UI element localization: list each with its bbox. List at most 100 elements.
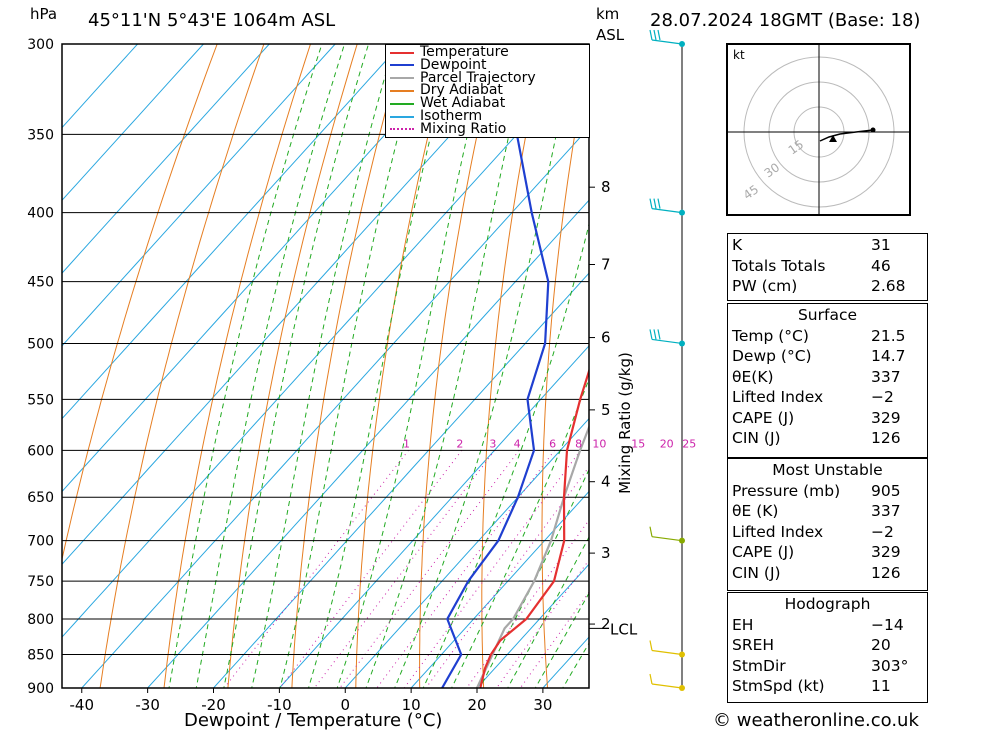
index-label: θE (K) [732, 502, 779, 520]
mixing-ratio-label: 20 [660, 437, 674, 450]
indices-general-table: K 31 Totals Totals 46 PW (cm) 2.68 [728, 235, 927, 297]
hodograph-ring-label: 30 [762, 160, 783, 180]
isotherm-line [62, 44, 402, 420]
pressure-unit-label: hPa [30, 5, 58, 23]
isotherm-line [62, 44, 138, 129]
pressure-tick-label: 400 [27, 206, 54, 222]
datetime-title: 28.07.2024 18GMT (Base: 18) [650, 10, 921, 31]
pressure-tick-label: 350 [27, 127, 54, 143]
indices-hodograph-table: Hodograph EH −14 SREH 20 StmDir 303° StmSpd (kt… [728, 594, 927, 697]
copyright-text: © weatheronline.co.uk [713, 710, 919, 731]
hodograph-trace [819, 129, 874, 142]
pressure-tick-label: 800 [27, 612, 54, 628]
pressure-tick-label: 500 [27, 336, 54, 352]
index-label: K [732, 236, 743, 254]
dry-adiabat-line [481, 44, 545, 688]
pressure-tick-label: 600 [27, 443, 54, 459]
index-row: EH −14 [728, 615, 927, 636]
mixing-ratio-label: 15 [631, 437, 645, 450]
indices-general-box: K 31 Totals Totals 46 PW (cm) 2.68 [727, 233, 928, 301]
wet-adiabat-line [394, 44, 576, 688]
wet-adiabat-line [422, 222, 589, 688]
indices-most-unstable-table: Most Unstable Pressure (mb) 905 θE (K) 337 Li… [728, 460, 927, 583]
km-label: km [596, 5, 620, 23]
mixing-ratio-line [223, 449, 409, 688]
pressure-tick-label: 550 [27, 392, 54, 408]
index-row: CAPE (J) 329 [728, 408, 927, 429]
km-tick-label: 3 [601, 544, 611, 562]
legend-label: Parcel Trajectory [420, 69, 536, 86]
index-value: 46 [871, 256, 891, 275]
dry-adiabat-line [657, 44, 684, 688]
index-label: Temp (°C) [732, 326, 809, 345]
lcl-label: LCL [610, 620, 638, 638]
index-label: θE(K) [732, 367, 774, 386]
wind-barb-shaft [651, 208, 683, 214]
index-label: StmDir [732, 656, 786, 675]
hodograph-ring-label: 15 [786, 137, 807, 157]
legend-label: Isotherm [420, 108, 483, 124]
isotherm-line [62, 44, 534, 566]
index-value: 126 [871, 429, 901, 447]
index-value: −14 [871, 615, 904, 634]
index-value: 20 [871, 636, 891, 654]
legend-swatch [390, 115, 414, 118]
legend-label: Dewpoint [420, 56, 487, 73]
km-tick-label: 8 [601, 178, 611, 196]
legend-swatch [390, 77, 414, 80]
pressure-tick-label: 650 [27, 490, 54, 506]
legend-entry: Dry Adiabat [390, 82, 503, 99]
index-row: PW (cm) 2.68 [728, 276, 927, 297]
index-row: θE(K) 337 [728, 367, 927, 388]
x-tick-label: -40 [70, 696, 95, 714]
wind-barb-tick [653, 198, 657, 209]
index-label: SREH [732, 636, 775, 654]
mixing-ratio-label: 10 [592, 437, 606, 450]
x-tick-label: 20 [467, 696, 486, 714]
index-label: Totals Totals [732, 256, 826, 275]
hodograph-plot: kt 15 30 45 [728, 45, 909, 214]
wind-barb [649, 29, 685, 47]
dry-adiabat-line [291, 44, 405, 688]
km-tick-label: 5 [601, 401, 611, 419]
index-row: Dewp (°C) 14.7 [728, 346, 927, 367]
legend-label: Dry Adiabat [420, 82, 503, 99]
pressure-tick-label: 450 [27, 275, 54, 291]
wind-barb-tick [649, 640, 653, 651]
plot-frame [61, 43, 590, 689]
index-row: K 31 [728, 235, 927, 256]
dry-adiabat-line [541, 49, 589, 688]
index-label: CIN (J) [732, 563, 781, 582]
index-value: 329 [871, 543, 901, 561]
indices-mu-box: Most Unstable Pressure (mb) 905 θE (K) 337 Li… [727, 458, 928, 591]
index-label: CAPE (J) [732, 543, 795, 561]
mixing-ratio-label: 25 [682, 437, 696, 450]
wind-barb-shaft [651, 649, 683, 656]
legend-swatch [390, 64, 414, 67]
wind-barb [649, 526, 685, 544]
mixing-ratio-label: 3 [489, 437, 496, 450]
km-tick-label: 6 [601, 329, 611, 347]
wind-barb-shaft [651, 39, 683, 45]
wind-barb [649, 198, 685, 216]
index-section-title: Most Unstable [772, 461, 883, 479]
dry-adiabat-line [355, 44, 452, 688]
index-value: 11 [871, 677, 891, 695]
index-label: PW (cm) [732, 277, 798, 295]
index-value: −2 [871, 522, 894, 541]
index-value: 126 [871, 563, 901, 582]
wet-adiabat-line [223, 44, 369, 688]
wet-adiabat-line [451, 377, 589, 688]
legend-label: Mixing Ratio [420, 120, 507, 137]
x-tick-label: 10 [402, 696, 421, 714]
index-label: Lifted Index [732, 388, 824, 406]
legend-label: Wet Adiabat [420, 95, 506, 112]
pressure-tick-label: 750 [27, 574, 54, 590]
mixing-ratio-label: 6 [549, 437, 556, 450]
index-row: CIN (J) 126 [728, 563, 927, 584]
wet-adiabat-line [307, 44, 455, 688]
wind-barb-tick [657, 329, 661, 340]
legend-entry: Temperature [390, 45, 509, 59]
legend-entry: Mixing Ratio [390, 120, 507, 137]
x-tick-label: -20 [201, 696, 226, 714]
